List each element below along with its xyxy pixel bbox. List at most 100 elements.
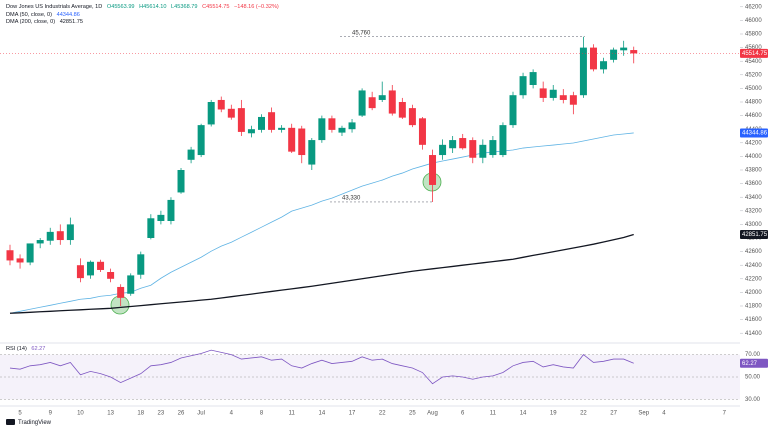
y-tick-label: 42200: [745, 276, 762, 282]
candle-body: [187, 149, 195, 160]
y-tick-label: 44000: [745, 154, 762, 160]
y-tick-label: 50.00: [745, 375, 761, 381]
candle-body: [147, 218, 155, 238]
moving-average-line: [9, 132, 634, 314]
x-tick-label: 4: [230, 411, 234, 417]
legend-label: DMA (200, close, 0): [6, 19, 56, 25]
candle-body: [398, 102, 406, 118]
candle-body: [388, 90, 396, 114]
y-tick-label: 43000: [745, 222, 762, 228]
header-row: Dow Jones US Industrials Average, 1D O45…: [6, 4, 282, 11]
candle-body: [469, 140, 477, 158]
candle-body: [418, 118, 426, 145]
ohlc-value: H45614.10: [139, 4, 167, 10]
x-tick-label: 23: [158, 411, 165, 417]
x-tick-label: 14: [319, 411, 326, 417]
candle-body: [559, 95, 567, 100]
legend-label: RSI (14): [6, 346, 27, 352]
rsi-badge-label: 62.27: [742, 361, 758, 367]
candle-body: [86, 261, 94, 276]
legend-label: DMA (50, close, 0): [6, 12, 53, 18]
y-tick-label: 43800: [745, 168, 762, 174]
candle-body: [328, 118, 336, 130]
candle-body: [610, 49, 618, 60]
candle-body: [479, 144, 487, 158]
candle-body: [66, 224, 74, 241]
candle-body: [569, 95, 577, 105]
y-tick-label: 43600: [745, 181, 762, 187]
candle-body: [36, 240, 44, 244]
candle-body: [429, 155, 437, 185]
x-tick-label: 5: [18, 411, 22, 417]
x-tick-label: Aug: [427, 411, 438, 417]
ohlc-value: O45563.99: [106, 4, 135, 10]
y-tick-label: 45000: [745, 86, 762, 92]
x-tick-label: 17: [349, 411, 356, 417]
candle-body: [207, 102, 215, 125]
candle-body: [167, 199, 175, 221]
candle-body: [117, 286, 125, 298]
ohlc-change: −148.16 (−0.32%): [234, 4, 279, 10]
candle-body: [408, 108, 416, 126]
moving-average-badge-label: 44344.86: [742, 131, 768, 137]
legend-row: DMA (50, close, 0) 44344.86: [6, 12, 83, 19]
moving-average-badge: [740, 229, 768, 239]
y-tick-label: 46000: [745, 18, 762, 24]
candle-body: [227, 108, 235, 118]
x-tick-label: 13: [107, 411, 114, 417]
y-tick-label: 44800: [745, 100, 762, 106]
last-price-badge-label: 45514.75: [742, 51, 768, 57]
candle-body: [529, 72, 537, 85]
candle-body: [177, 170, 185, 193]
y-tick-label: 43200: [745, 208, 762, 214]
candle-body: [217, 99, 225, 110]
logo-icon: [6, 419, 15, 425]
x-tick-label: 10: [77, 411, 84, 417]
candle-body: [46, 231, 54, 241]
legend-value: 62.27: [31, 346, 46, 352]
candle-body: [318, 118, 326, 141]
legend-row: DMA (200, close, 0) 42851.75: [6, 19, 86, 26]
candle-body: [288, 127, 296, 152]
x-tick-label: 4: [662, 411, 666, 417]
y-tick-label: 44600: [745, 113, 762, 119]
y-tick-label: 45600: [745, 45, 762, 51]
candle-body: [247, 129, 255, 134]
moving-average-badge: [740, 128, 768, 138]
y-tick-label: 42000: [745, 290, 762, 296]
candle-body: [56, 231, 64, 241]
y-tick-label: 70.00: [745, 352, 761, 358]
candle-body: [600, 61, 608, 70]
candle-body: [549, 89, 557, 98]
chart-title: Dow Jones US Industrials Average, 1D: [6, 4, 103, 10]
ohlc-value: L45368.79: [171, 4, 198, 10]
candle-body: [298, 128, 306, 156]
ohlc-value: C45514.75: [202, 4, 230, 10]
annotation-label: 45,760: [352, 31, 371, 37]
x-tick-label: 9: [49, 411, 53, 417]
candle-body: [237, 108, 245, 132]
candle-body: [157, 214, 165, 221]
x-tick-label: 14: [520, 411, 527, 417]
moving-average-badge-label: 42851.75: [742, 232, 768, 238]
y-tick-label: 30.00: [745, 397, 761, 403]
candle-body: [197, 125, 205, 156]
candle-body: [459, 138, 467, 149]
x-tick-label: 8: [260, 411, 264, 417]
legend-value: 42851.75: [59, 19, 84, 25]
y-tick-label: 42600: [745, 249, 762, 255]
candle-body: [358, 90, 366, 116]
y-tick-label: 41600: [745, 317, 762, 323]
rsi-legend: RSI (14) 62.27: [6, 346, 48, 353]
y-tick-label: 43400: [745, 195, 762, 201]
candle-body: [97, 261, 105, 270]
candle-body: [268, 112, 276, 130]
annotation-label: 43,330: [342, 196, 361, 202]
candle-body: [258, 116, 265, 130]
candle-body: [449, 140, 457, 149]
moving-average-line: [9, 233, 634, 314]
candle-body: [509, 95, 517, 126]
candle-body: [127, 275, 135, 294]
x-tick-label: 11: [289, 411, 296, 417]
